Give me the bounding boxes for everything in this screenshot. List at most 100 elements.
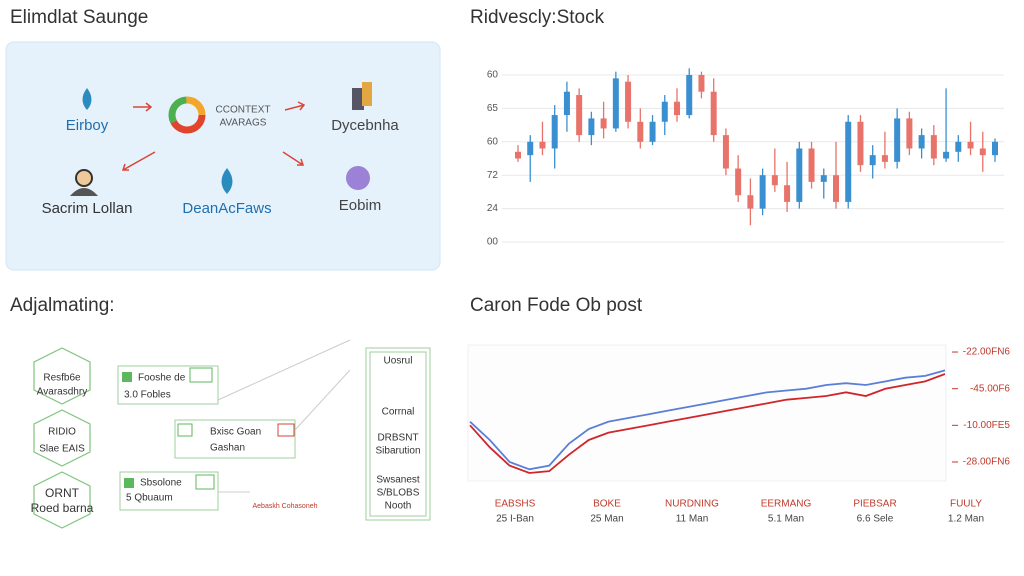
candle-body xyxy=(710,91,717,136)
candle-body xyxy=(906,118,913,149)
y2-tick-label: -10.00FE5 xyxy=(963,420,1010,431)
candle-body xyxy=(563,91,570,116)
jar-icon xyxy=(362,82,372,106)
candle-body xyxy=(674,101,680,116)
candle-body xyxy=(857,121,864,166)
candle-body xyxy=(588,118,595,136)
x-tick-sublabel: 11 Man xyxy=(676,514,709,525)
node: CCONTEXT xyxy=(216,105,271,116)
candle-body xyxy=(637,121,644,142)
candle-body xyxy=(992,141,998,156)
donut-icon xyxy=(168,96,206,134)
candle-body xyxy=(661,101,668,122)
candle-body xyxy=(869,155,876,166)
candle-body xyxy=(943,151,950,159)
x-tick-sublabel: 25 I-Ban xyxy=(496,514,534,525)
candle-body xyxy=(955,141,962,152)
candle-body xyxy=(967,141,974,149)
candle-body xyxy=(539,141,546,149)
candle-body xyxy=(747,195,754,209)
node: Dycebnha xyxy=(331,117,399,134)
card-icons xyxy=(122,367,295,490)
node: AVARAGS xyxy=(220,118,267,129)
flow-box xyxy=(5,41,441,271)
y2-tick-label: -22.00FN6 xyxy=(963,347,1011,358)
hex-label: Avarasdhry xyxy=(37,387,87,398)
x-tick-label: EERMANG xyxy=(761,499,812,510)
hex-label: ORNT xyxy=(45,486,80,500)
arrows xyxy=(121,101,306,171)
line-series xyxy=(469,373,946,474)
column-label: Swsanest xyxy=(376,475,420,486)
candle-body xyxy=(820,175,827,182)
candle-body xyxy=(735,168,742,196)
y2-tick-label: -45.00F6 xyxy=(970,383,1010,394)
y-tick-label: 60 xyxy=(487,136,499,147)
connectors xyxy=(217,339,351,493)
y-tick-label: 60 xyxy=(487,70,499,81)
column-label: Corrnal xyxy=(382,407,415,418)
chart-title: Caron Fode Ob post xyxy=(470,295,643,316)
column-label: DRBSNT xyxy=(377,433,418,444)
candle-body xyxy=(918,135,925,149)
x-tick-sublabel: 1.2 Man xyxy=(948,514,984,525)
donut-icon xyxy=(168,96,206,134)
candle-body xyxy=(771,175,778,186)
panel-title: Elimdlat Saunge xyxy=(10,7,148,28)
x-tick-label: BOKE xyxy=(593,499,621,510)
x-tick-label: PIEBSAR xyxy=(853,499,896,510)
candle-body xyxy=(979,148,986,156)
candle-body xyxy=(894,118,901,162)
node: Eirboy xyxy=(66,117,109,134)
card-label: Fooshe de xyxy=(138,373,186,384)
candle-body xyxy=(649,121,656,142)
x-tick-label: EABSHS xyxy=(495,499,536,510)
y2-tick-label: -28.00FN6 xyxy=(963,457,1011,468)
hex-label: Slae EAIS xyxy=(39,444,85,455)
drop-icon xyxy=(82,88,92,110)
chart-title: Ridvescly:Stock xyxy=(470,7,605,28)
hex-label: RIDIO xyxy=(48,427,76,438)
person-icon xyxy=(70,188,98,196)
x-tick-label: NURDNING xyxy=(665,499,719,510)
jar-icon xyxy=(352,88,364,110)
candle-body xyxy=(551,115,558,149)
candle-body xyxy=(600,118,607,129)
card-label: Gashan xyxy=(210,443,245,454)
column-label: S/BLOBS xyxy=(377,488,420,499)
candle-body xyxy=(625,81,632,122)
hexagons xyxy=(33,347,91,529)
cards xyxy=(117,347,431,521)
card-label: 3.0 Fobles xyxy=(124,390,171,401)
candle-body xyxy=(881,155,888,162)
candle-body xyxy=(527,141,534,156)
node: Sacrim Lollan xyxy=(42,200,133,217)
card-label: 5 Qbuaum xyxy=(126,493,173,504)
person-icon xyxy=(75,169,93,187)
candle-body xyxy=(576,95,583,136)
candle-body xyxy=(784,185,791,202)
panel-title: Adjalmating: xyxy=(10,295,115,316)
candle-body xyxy=(612,78,619,129)
x-tick-sublabel: 25 Man xyxy=(590,514,623,525)
column-label: Sibarution xyxy=(375,446,420,457)
node-icon xyxy=(346,166,370,190)
drop-icon xyxy=(221,168,233,194)
candle-body xyxy=(759,175,766,209)
candle-body xyxy=(698,75,705,92)
column-label: Nooth xyxy=(385,501,412,512)
y-tick-label: 24 xyxy=(487,203,499,214)
candle-body xyxy=(833,175,839,202)
candle-body xyxy=(796,148,803,202)
candle-body xyxy=(930,135,937,159)
x-tick-sublabel: 6.6 Sele xyxy=(857,514,894,525)
card-label: Sbsolone xyxy=(140,478,182,489)
candle-body xyxy=(845,121,852,202)
note: Aebaskh Cohasoneh xyxy=(253,503,318,510)
card-label: Bxisc Goan xyxy=(210,427,261,438)
plot-area xyxy=(467,344,947,482)
hex-label: Roed barna xyxy=(31,501,94,515)
candle-body xyxy=(722,135,729,169)
hex-label: Resfb6e xyxy=(43,373,81,384)
